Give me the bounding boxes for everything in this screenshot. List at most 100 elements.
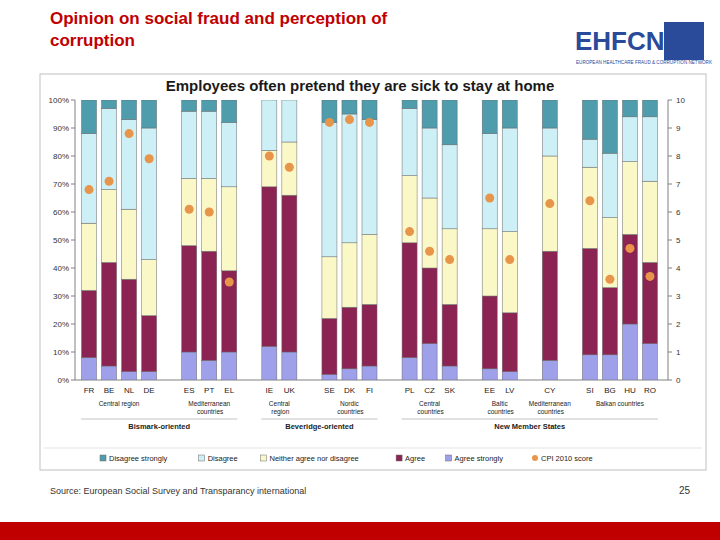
y2-tick — [668, 380, 672, 381]
legend-label: Disagree strongly — [109, 454, 168, 463]
y-tick-label: 60% — [53, 208, 69, 217]
bar-segment — [422, 198, 437, 268]
bar-segment — [122, 100, 137, 120]
bar-segment — [202, 100, 217, 111]
bar-segment — [622, 117, 637, 162]
bar-segment — [362, 304, 377, 366]
bar-segment — [402, 176, 417, 243]
bar-segment — [622, 324, 637, 380]
bar-segment — [582, 139, 597, 167]
legend-label: Disagree — [208, 454, 238, 463]
bar-segment — [502, 100, 517, 128]
y-tick-label: 10% — [53, 348, 69, 357]
footer-bar — [0, 522, 720, 540]
cpi-marker — [505, 255, 514, 264]
bar-segment — [502, 372, 517, 380]
x-tick-label: EL — [224, 386, 234, 395]
cpi-marker — [85, 185, 94, 194]
x-tick-label: CY — [544, 386, 556, 395]
bar-segment — [142, 372, 157, 380]
cpi-marker — [345, 115, 354, 124]
y-tick-label: 20% — [53, 320, 69, 329]
group-label: Mediterranean countries — [188, 400, 230, 415]
logo-text: EHFCN — [575, 26, 665, 56]
cpi-marker — [285, 163, 294, 172]
y-tick-label: 80% — [53, 152, 69, 161]
legend-swatch — [261, 455, 267, 461]
y2-tick-label: 9 — [676, 124, 681, 133]
bar-segment — [482, 134, 497, 229]
group-label: Mediterranean countries — [529, 400, 571, 415]
y-tick — [71, 212, 75, 213]
supergroup-label: New Member States — [494, 422, 565, 431]
group-label-line: countries — [416, 408, 445, 415]
bar-segment — [542, 128, 557, 156]
page-number: 25 — [679, 485, 691, 496]
bar-segment — [142, 316, 157, 372]
bar-segment — [502, 313, 517, 372]
bar-segment — [102, 108, 117, 189]
bar-segment — [82, 290, 97, 357]
bar-segment — [442, 145, 457, 229]
cpi-marker — [225, 278, 234, 287]
bar-segment — [622, 100, 637, 117]
y-tick-label: 40% — [53, 264, 69, 273]
logo-subtitle: EUROPEAN HEALTHCARE FRAUD & CORRUPTION N… — [576, 60, 713, 65]
cpi-marker — [445, 255, 454, 264]
bar-segment — [362, 100, 377, 120]
y2-tick — [668, 324, 672, 325]
y2-tick-label: 7 — [676, 180, 681, 189]
bar-segment — [542, 251, 557, 360]
bar-segment — [182, 352, 197, 380]
bar-segment — [422, 128, 437, 198]
bar-segment — [322, 257, 337, 319]
legend-swatch — [100, 455, 106, 461]
cpi-marker — [125, 129, 134, 138]
x-tick-label: SE — [324, 386, 335, 395]
x-tick-label: UK — [284, 386, 296, 395]
x-tick-label: DK — [344, 386, 356, 395]
bar-segment — [222, 100, 237, 122]
group-label-line: Mediterranean — [188, 400, 230, 407]
slide-title-line: Opinion on social fraud and perception o… — [50, 9, 388, 28]
bar-segment — [602, 100, 617, 153]
x-tick-label: IE — [266, 386, 274, 395]
legend-label: Agree — [405, 454, 425, 463]
bar-segment — [102, 366, 117, 380]
cpi-marker — [485, 194, 494, 203]
bar-segment — [542, 100, 557, 128]
y-tick-label: 100% — [49, 96, 69, 105]
y-tick — [71, 324, 75, 325]
x-tick-label: RO — [644, 386, 656, 395]
bar-segment — [582, 167, 597, 248]
logo-emblem — [664, 22, 704, 60]
y2-tick-label: 1 — [676, 348, 681, 357]
bar-segment — [362, 120, 377, 235]
bar-segment — [422, 100, 437, 128]
bar-segment — [482, 229, 497, 296]
bar-segment — [482, 369, 497, 380]
y2-tick — [668, 352, 672, 353]
cpi-marker — [605, 275, 614, 284]
y2-tick — [668, 128, 672, 129]
chart-title: Employees often pretend they are sick to… — [166, 77, 554, 94]
supergroup-bracket — [402, 419, 658, 420]
bar-segment — [322, 122, 337, 256]
y2-tick-label: 0 — [676, 376, 681, 385]
cpi-marker — [625, 244, 634, 253]
bar-segment — [502, 128, 517, 232]
x-tick-label: BE — [104, 386, 115, 395]
cpi-marker — [365, 118, 374, 127]
bar-segment — [282, 100, 297, 142]
y-tick-label: 90% — [53, 124, 69, 133]
legend-label: Neither agree nor disagree — [270, 454, 359, 463]
y2-tick-label: 8 — [676, 152, 681, 161]
bar-segment — [622, 162, 637, 235]
y2-tick-label: 5 — [676, 236, 681, 245]
group-label-line: countries — [486, 408, 515, 415]
group-label-line: countries — [335, 408, 364, 415]
y2-tick — [668, 100, 672, 101]
y-tick — [71, 100, 75, 101]
bar-segment — [582, 100, 597, 139]
x-tick-label: NL — [124, 386, 135, 395]
